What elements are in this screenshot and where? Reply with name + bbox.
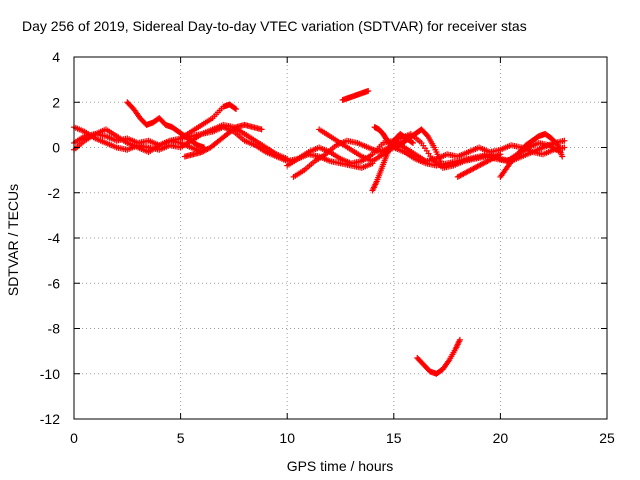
- data-point: [284, 155, 291, 162]
- series-track-o: [414, 336, 463, 377]
- data-layer: [71, 87, 568, 377]
- data-point: [408, 139, 415, 146]
- y-tick-label: -6: [48, 275, 61, 291]
- data-point: [497, 151, 504, 158]
- y-tick-label: 2: [52, 94, 60, 110]
- y-tick-label: -8: [48, 321, 61, 337]
- series-track-l: [371, 124, 444, 165]
- x-tick-label: 20: [493, 430, 509, 446]
- y-tick-label: -4: [48, 230, 61, 246]
- series-track-e: [177, 101, 240, 142]
- series-track-m: [454, 151, 504, 180]
- data-point: [365, 87, 372, 94]
- x-tick-label: 25: [599, 430, 615, 446]
- series-track-k: [369, 130, 416, 194]
- y-tick-label: -12: [40, 411, 60, 427]
- data-point: [561, 137, 568, 144]
- data-point: [231, 105, 238, 112]
- x-tick-label: 0: [70, 430, 78, 446]
- data-point: [258, 126, 265, 133]
- chart-title: Day 256 of 2019, Sidereal Day-to-day VTE…: [22, 18, 527, 34]
- data-point: [437, 158, 444, 165]
- data-point: [233, 106, 240, 113]
- x-tick-label: 5: [177, 430, 185, 446]
- tick-layer: 0 5 10 15 20 25 -12 -10 -8 -6 -4 -2 0 2 4: [40, 49, 615, 446]
- x-tick-label: 15: [386, 430, 402, 446]
- series-track-n: [497, 130, 566, 180]
- grid-layer: [74, 57, 607, 419]
- data-point: [456, 336, 463, 343]
- series-track-d: [124, 99, 208, 151]
- data-point: [559, 153, 566, 160]
- series-track-j: [339, 87, 372, 103]
- y-tick-label: 0: [52, 140, 60, 156]
- data-point: [561, 144, 568, 151]
- y-tick-label: -10: [40, 366, 60, 382]
- x-axis-label: GPS time / hours: [287, 458, 394, 474]
- y-axis-label: SDTVAR / TECUs: [5, 184, 21, 296]
- x-tick-label: 10: [279, 430, 295, 446]
- series-track-f: [181, 121, 265, 160]
- data-point: [423, 132, 430, 139]
- plot-frame: [73, 56, 608, 420]
- y-tick-label: -2: [48, 185, 61, 201]
- data-point: [553, 141, 560, 148]
- data-point: [409, 139, 416, 146]
- y-tick-label: 4: [52, 49, 60, 65]
